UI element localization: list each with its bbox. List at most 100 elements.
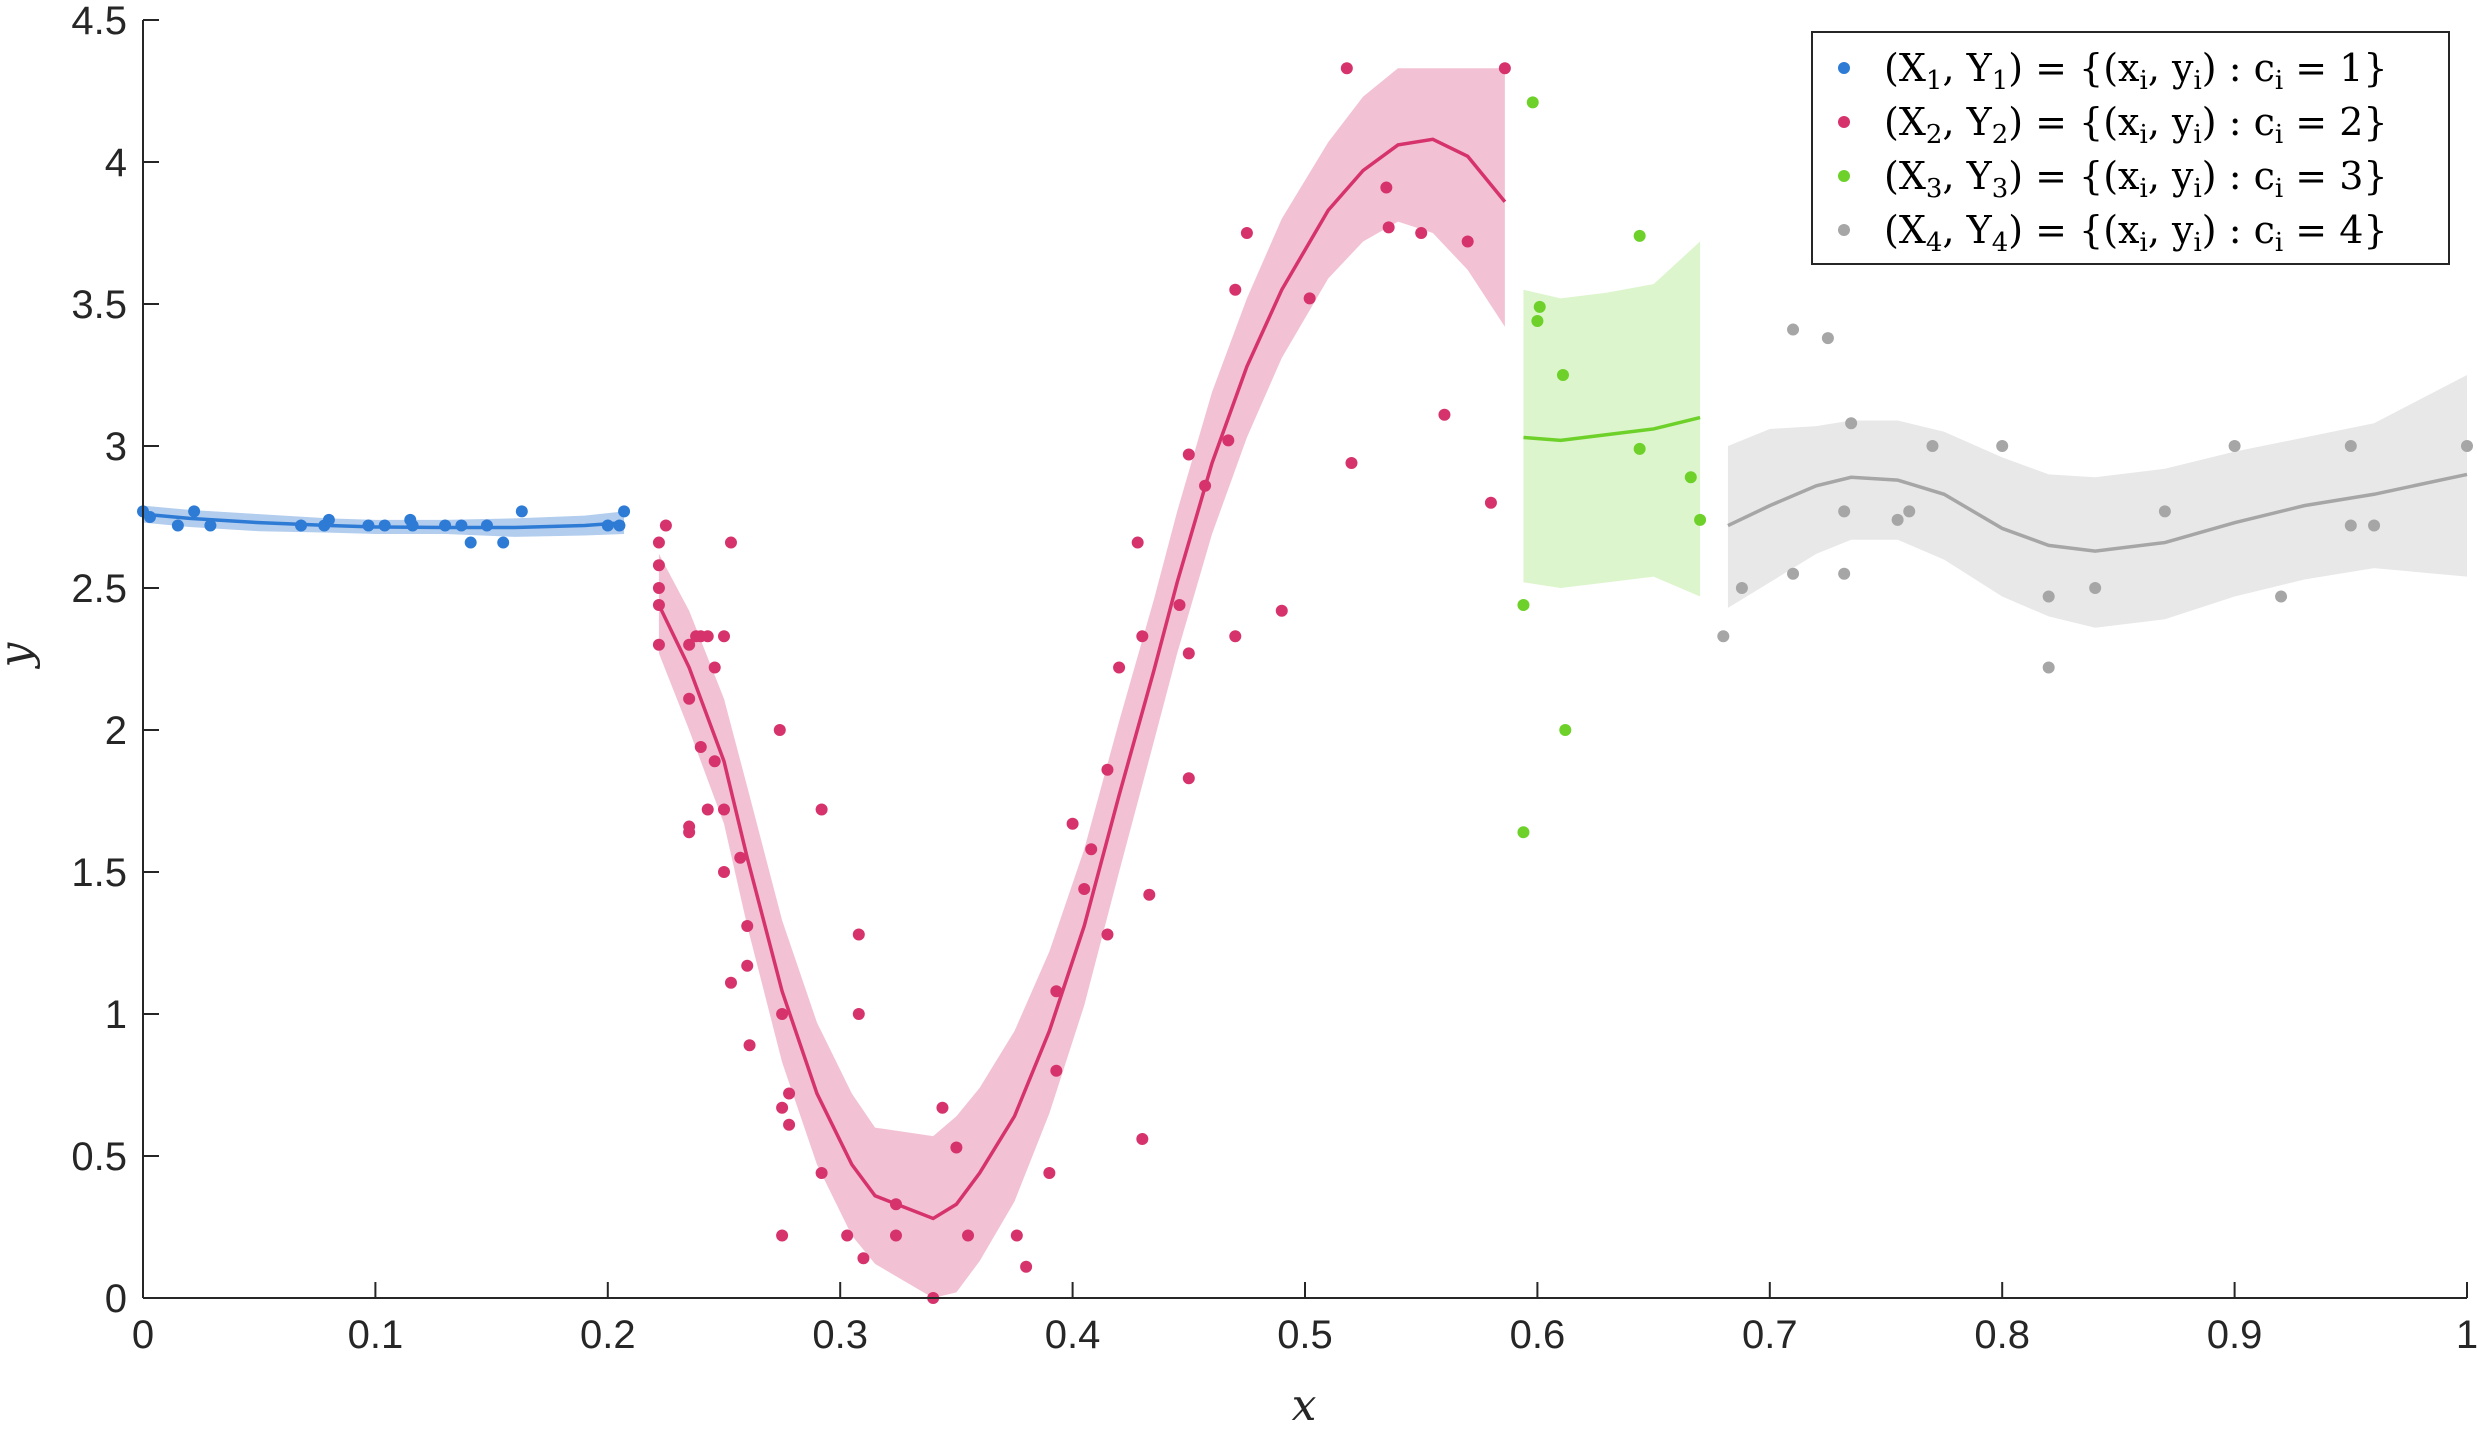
data-point (464, 536, 477, 549)
y-axis-label: y (0, 641, 41, 669)
x-ticks: 0 0.1 0.2 0.3 0.4 0.5 0.6 0.7 0.8 0.9 1 (132, 1282, 2477, 1357)
y-tick-label: 3.5 (71, 283, 127, 327)
data-point (1136, 1132, 1149, 1145)
legend-entry: (X3, Y3) = {(xi, yi) : ci = 3} (1884, 154, 2388, 204)
data-point (618, 505, 631, 518)
data-point (776, 1229, 789, 1242)
data-point (683, 826, 696, 839)
data-point (601, 519, 614, 532)
data-point (2344, 519, 2357, 532)
data-point (857, 1252, 870, 1265)
data-point (1845, 417, 1858, 430)
data-point (1136, 630, 1149, 643)
data-point (515, 505, 528, 518)
data-point (889, 1198, 902, 1211)
x-axis-label: x (1292, 1380, 1317, 1429)
x-tick-label: 0 (132, 1313, 154, 1357)
y-tick-label: 2.5 (71, 567, 127, 611)
data-point (1903, 505, 1916, 518)
data-point (701, 803, 714, 816)
data-point (1085, 843, 1098, 856)
data-point (1838, 567, 1851, 580)
data-point (1182, 647, 1195, 660)
data-point (652, 536, 665, 549)
y-tick-label: 1 (105, 993, 127, 1037)
data-point (406, 519, 419, 532)
data-point (1461, 235, 1474, 248)
data-point (1787, 567, 1800, 580)
fit-lines (142, 137, 2468, 1221)
data-point (362, 519, 375, 532)
data-point (1143, 888, 1156, 901)
x-tick-label: 0.3 (812, 1313, 868, 1357)
data-point (659, 519, 672, 532)
fit-line-2 (657, 137, 1507, 1221)
data-point (718, 630, 730, 643)
data-point (1821, 332, 1834, 345)
data-point (439, 519, 452, 532)
data-point (683, 638, 696, 651)
data-point (2344, 440, 2357, 452)
data-point (2158, 505, 2171, 518)
data-point (1078, 883, 1091, 896)
confidence-band-3 (1523, 241, 1701, 597)
data-point (852, 1008, 865, 1020)
data-point (1694, 513, 1707, 526)
data-point (889, 1229, 902, 1242)
data-point (950, 1141, 963, 1154)
y-tick-label: 0.5 (71, 1135, 127, 1179)
data-point (1199, 479, 1212, 492)
data-point (1533, 300, 1546, 313)
data-point (1684, 471, 1697, 484)
data-point (652, 559, 665, 572)
data-point (322, 513, 335, 526)
data-point (1484, 496, 1497, 509)
confidence-band-2 (658, 68, 1505, 1298)
data-point (2368, 519, 2381, 532)
data-point (1891, 513, 1904, 526)
legend-marker (1838, 170, 1850, 182)
data-point (1303, 292, 1316, 305)
data-point (734, 851, 747, 864)
y-tick-label: 3 (105, 425, 127, 469)
data-point (1101, 763, 1114, 776)
x-tick-label: 0.1 (348, 1313, 404, 1357)
data-point (652, 582, 665, 594)
data-point (683, 692, 696, 705)
data-point (2461, 440, 2473, 452)
x-tick-label: 0.9 (2207, 1313, 2263, 1357)
data-point (1113, 661, 1126, 674)
data-point (1182, 772, 1195, 785)
data-point (143, 511, 156, 523)
x-tick-label: 0.4 (1045, 1313, 1101, 1357)
data-point (1043, 1167, 1056, 1180)
x-tick-label: 0.2 (580, 1313, 636, 1357)
confidence-band-4 (1727, 375, 2467, 628)
fit-line-4 (1727, 472, 2468, 553)
data-point (841, 1229, 854, 1242)
data-point (743, 1039, 756, 1052)
data-point (1838, 505, 1851, 518)
data-point (188, 505, 201, 518)
data-point (455, 519, 468, 532)
data-point (295, 519, 308, 532)
data-point (783, 1118, 796, 1131)
data-point (2042, 590, 2055, 603)
data-point (1382, 221, 1395, 234)
data-point (962, 1229, 975, 1242)
x-tick-label: 0.7 (1742, 1313, 1798, 1357)
data-point (652, 599, 665, 612)
data-point (204, 519, 217, 532)
data-point (1996, 440, 2009, 452)
x-tick-label: 1 (2456, 1313, 2477, 1357)
x-tick-label: 0.8 (1974, 1313, 2030, 1357)
data-point (1717, 630, 1730, 643)
data-point (1101, 928, 1114, 941)
data-point (480, 519, 493, 532)
fit-line-1 (142, 512, 625, 530)
legend-entry: (X4, Y4) = {(xi, yi) : ci = 4} (1884, 208, 2388, 258)
data-point (1182, 448, 1195, 461)
data-point (724, 536, 737, 549)
data-point (497, 536, 510, 549)
data-point (378, 519, 391, 532)
